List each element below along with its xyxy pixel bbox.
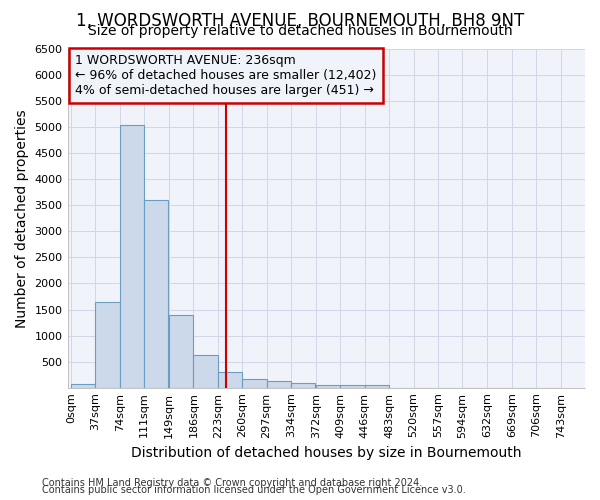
Bar	[242, 380, 266, 388]
Bar	[266, 382, 291, 388]
Bar	[95, 302, 119, 388]
Text: Size of property relative to detached houses in Bournemouth: Size of property relative to detached ho…	[88, 24, 512, 38]
Text: 1, WORDSWORTH AVENUE, BOURNEMOUTH, BH8 9NT: 1, WORDSWORTH AVENUE, BOURNEMOUTH, BH8 9…	[76, 12, 524, 30]
X-axis label: Distribution of detached houses by size in Bournemouth: Distribution of detached houses by size …	[131, 446, 521, 460]
Bar	[144, 200, 169, 388]
Bar	[365, 385, 389, 388]
Bar	[316, 384, 340, 388]
Bar	[340, 385, 365, 388]
Bar	[71, 384, 95, 388]
Bar	[218, 372, 242, 388]
Bar	[119, 124, 144, 388]
Bar	[193, 356, 218, 388]
Bar	[169, 314, 193, 388]
Text: Contains HM Land Registry data © Crown copyright and database right 2024.: Contains HM Land Registry data © Crown c…	[42, 478, 422, 488]
Text: 1 WORDSWORTH AVENUE: 236sqm
← 96% of detached houses are smaller (12,402)
4% of : 1 WORDSWORTH AVENUE: 236sqm ← 96% of det…	[76, 54, 377, 97]
Text: Contains public sector information licensed under the Open Government Licence v3: Contains public sector information licen…	[42, 485, 466, 495]
Y-axis label: Number of detached properties: Number of detached properties	[15, 109, 29, 328]
Bar	[291, 384, 316, 388]
